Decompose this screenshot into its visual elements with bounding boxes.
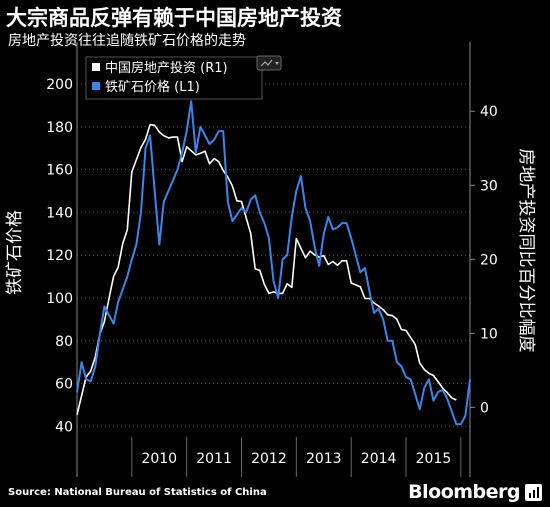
y-left-tick-label: 60 [55, 377, 73, 393]
bloomberg-logo-icon [525, 484, 542, 501]
y-right-tick-label: 30 [480, 178, 498, 194]
y-left-tick-label: 40 [55, 419, 73, 435]
y-left-tick-label: 180 [46, 120, 73, 136]
x-tick-label: 2011 [196, 451, 232, 467]
legend-swatch [92, 63, 100, 71]
legend-swatch [92, 82, 100, 90]
chart-title: 大宗商品反弹有赖于中国房地产投资 [6, 6, 342, 30]
y-right-tick-label: 0 [480, 400, 489, 416]
y-left-tick-label: 100 [46, 291, 73, 307]
y-left-tick-label: 200 [46, 77, 73, 93]
legend-label: 铁矿石价格 (L1) [105, 79, 200, 95]
x-tick-label: 2010 [141, 451, 177, 467]
legend-label: 中国房地产投资 (R1) [105, 60, 228, 76]
y-left-tick-label: 140 [46, 205, 73, 221]
y-left-tick-label: 80 [55, 334, 73, 350]
x-tick-label: 2015 [416, 451, 452, 467]
x-tick-label: 2013 [306, 451, 342, 467]
chart-menu-glyph [260, 59, 273, 67]
y-left-tick-label: 160 [46, 163, 73, 179]
chart-subtitle: 房地产投资往往追随铁矿石价格的走势 [8, 33, 246, 49]
legend-box [85, 56, 263, 100]
series-line-iron-ore [76, 100, 471, 426]
chevron-down-icon [275, 62, 279, 65]
y-right-tick-label: 40 [480, 104, 498, 120]
y-right-tick-label: 10 [480, 326, 498, 342]
brand-wordmark: Bloomberg [408, 481, 520, 503]
source-note: Source: National Bureau of Statistics of… [8, 487, 267, 498]
y-left-axis-title: 铁矿石价格 [5, 210, 25, 295]
y-left-tick-label: 120 [46, 248, 73, 264]
series-line-property-investment [76, 123, 457, 415]
y-right-tick-label: 20 [480, 252, 498, 268]
x-tick-label: 2014 [361, 451, 397, 467]
x-tick-label: 2012 [251, 451, 287, 467]
y-right-axis-title: 房地产投资同比百分比幅度 [516, 149, 536, 353]
